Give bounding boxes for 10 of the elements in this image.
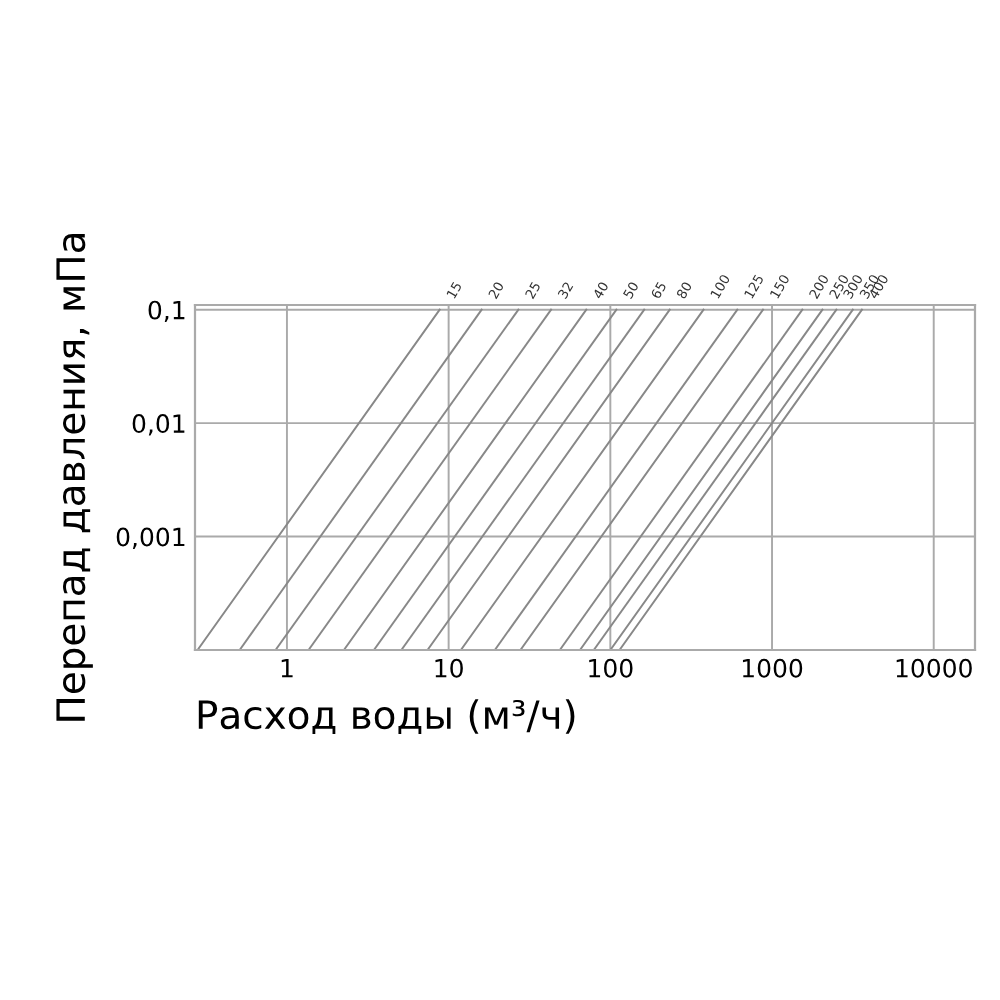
- x-axis-title: Расход воды (м³/ч): [198, 699, 575, 735]
- x-tick-label: 10000: [896, 658, 972, 678]
- x-tick-label: 1000: [742, 658, 803, 678]
- y-axis-title: Перепад давления, мПа: [56, 234, 93, 721]
- x-tick-label: 1: [281, 659, 293, 678]
- x-tick-label: 10: [435, 658, 463, 678]
- x-tick-label: 100: [589, 658, 633, 678]
- y-tick-label: 0,001: [116, 527, 185, 549]
- y-tick-label: 0,01: [132, 414, 185, 436]
- y-tick-label: 0,1: [148, 300, 185, 323]
